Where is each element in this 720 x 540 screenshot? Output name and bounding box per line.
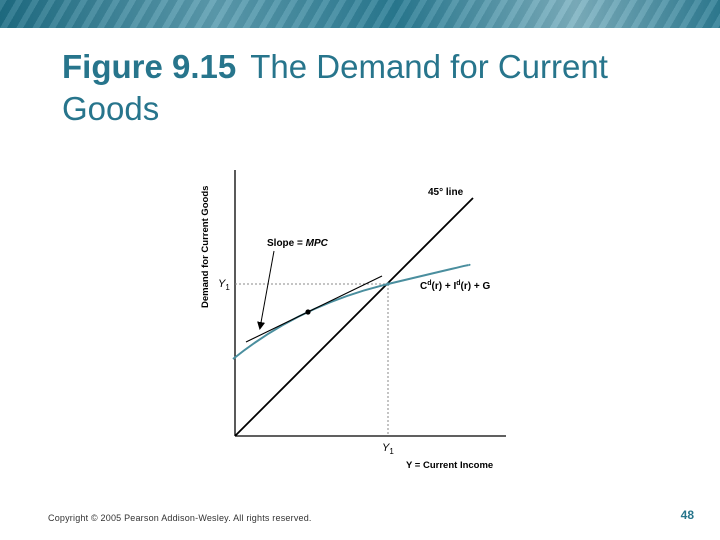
- x-tick-y1: Y1: [382, 442, 394, 456]
- demand-curve-label: Cd(r) + Id(r) + G: [420, 280, 491, 292]
- figure-title-text: The Demand for Current Goods: [62, 48, 608, 127]
- slope-arrow: [257, 250, 275, 330]
- y-tick-y1: Y1: [218, 278, 230, 292]
- y-axis-label: Demand for Current Goods: [200, 186, 211, 308]
- page-number: 48: [680, 508, 694, 522]
- line-45-degree: [234, 197, 474, 437]
- header-banner: [0, 0, 720, 28]
- line-45-label: 45° line: [428, 187, 464, 198]
- slope-label: Slope = MPC: [267, 238, 329, 249]
- demand-curve: [232, 263, 471, 360]
- figure-number: Figure 9.15: [62, 48, 237, 85]
- tangent-line: [245, 275, 383, 343]
- tangent-point: [305, 309, 311, 315]
- copyright-footer: Copyright © 2005 Pearson Addison-Wesley.…: [48, 513, 312, 523]
- demand-diagram: Demand for Current Goods 45° line Slope …: [200, 170, 506, 471]
- x-axis-label: Y = Current Income: [406, 460, 493, 471]
- slide-title: Figure 9.15 The Demand for Current Goods: [62, 46, 702, 130]
- intersection-point: [386, 282, 390, 286]
